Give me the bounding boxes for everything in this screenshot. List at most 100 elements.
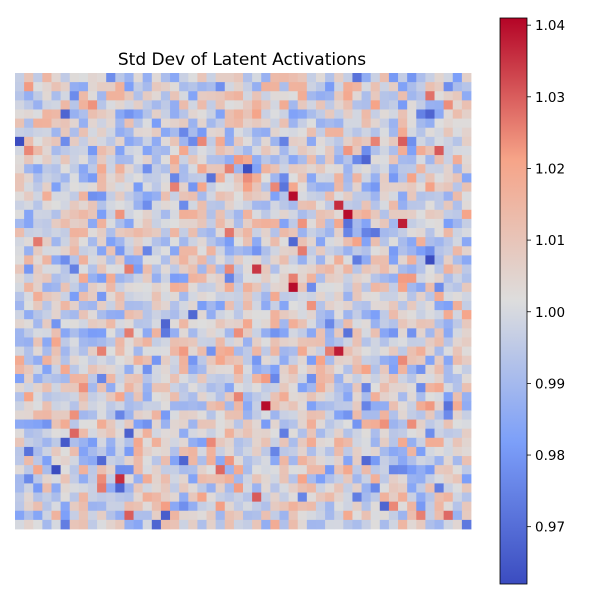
heatmap-cell xyxy=(106,192,116,202)
heatmap-cell xyxy=(134,301,144,311)
heatmap-cell xyxy=(207,100,217,110)
heatmap-cell xyxy=(261,109,271,119)
heatmap-cell xyxy=(362,192,372,202)
heatmap-cell xyxy=(179,201,189,211)
heatmap-cell xyxy=(106,210,116,220)
heatmap-cell xyxy=(70,119,80,129)
heatmap-cell xyxy=(279,520,289,530)
heatmap-cell xyxy=(334,511,344,521)
heatmap-cell xyxy=(325,301,335,311)
heatmap-cell xyxy=(289,483,299,493)
heatmap-cell xyxy=(243,100,253,110)
heatmap-cell xyxy=(298,100,308,110)
heatmap-cell xyxy=(115,337,125,347)
heatmap-cell xyxy=(298,438,308,448)
heatmap-cell xyxy=(42,301,52,311)
heatmap-cell xyxy=(106,228,116,238)
heatmap-cell xyxy=(234,374,244,384)
heatmap-cell xyxy=(316,201,326,211)
heatmap-cell xyxy=(325,465,335,475)
heatmap-cell xyxy=(252,246,262,256)
heatmap-cell xyxy=(106,109,116,119)
heatmap-cell xyxy=(252,420,262,430)
heatmap-cell xyxy=(42,438,52,448)
heatmap-cell xyxy=(115,128,125,138)
heatmap-cell xyxy=(15,219,25,229)
heatmap-cell xyxy=(88,228,98,238)
heatmap-cell xyxy=(425,502,435,512)
heatmap-cell xyxy=(170,410,180,420)
heatmap-cell xyxy=(42,137,52,147)
heatmap-cell xyxy=(70,292,80,302)
heatmap-cell xyxy=(24,219,34,229)
heatmap-cell xyxy=(352,365,362,375)
heatmap-cell xyxy=(79,237,89,247)
heatmap-cell xyxy=(462,493,472,503)
heatmap-cell xyxy=(161,365,171,375)
heatmap-cell xyxy=(252,255,262,265)
heatmap-cell xyxy=(398,192,408,202)
heatmap-cell xyxy=(261,265,271,275)
heatmap-cell xyxy=(24,447,34,457)
heatmap-cell xyxy=(380,173,390,183)
heatmap-cell xyxy=(152,410,162,420)
heatmap-cell xyxy=(61,337,71,347)
heatmap-cell xyxy=(307,347,317,357)
heatmap-cell xyxy=(207,146,217,156)
heatmap-cell xyxy=(444,429,454,439)
heatmap-cell xyxy=(270,73,280,83)
heatmap-cell xyxy=(298,465,308,475)
heatmap-cell xyxy=(279,246,289,256)
heatmap-cell xyxy=(170,465,180,475)
heatmap-cell xyxy=(252,119,262,129)
heatmap-cell xyxy=(143,310,153,320)
heatmap-cell xyxy=(24,246,34,256)
heatmap-cell xyxy=(243,128,253,138)
heatmap-cell xyxy=(416,246,426,256)
heatmap-cell xyxy=(352,155,362,165)
heatmap-cell xyxy=(425,429,435,439)
heatmap-cell xyxy=(179,347,189,357)
heatmap-cell xyxy=(462,82,472,92)
heatmap-cell xyxy=(216,146,226,156)
heatmap-cell xyxy=(197,356,207,366)
heatmap-cell xyxy=(416,109,426,119)
heatmap-cell xyxy=(106,401,116,411)
heatmap-cell xyxy=(352,192,362,202)
heatmap-cell xyxy=(252,137,262,147)
heatmap-cell xyxy=(435,310,445,320)
heatmap-cell xyxy=(444,420,454,430)
heatmap-cell xyxy=(197,255,207,265)
heatmap-cell xyxy=(279,328,289,338)
heatmap-cell xyxy=(124,155,134,165)
heatmap-cell xyxy=(453,392,463,402)
colorbar-ticks: 0.970.980.991.001.011.021.031.04 xyxy=(527,18,565,536)
heatmap-cell xyxy=(161,520,171,530)
heatmap-cell xyxy=(134,228,144,238)
heatmap-cell xyxy=(343,228,353,238)
heatmap-cell xyxy=(33,420,43,430)
heatmap-cell xyxy=(115,502,125,512)
heatmap-cell xyxy=(170,246,180,256)
heatmap-cell xyxy=(407,356,417,366)
heatmap-cell xyxy=(225,283,235,293)
heatmap-cell xyxy=(453,228,463,238)
heatmap-cell xyxy=(179,511,189,521)
heatmap-cell xyxy=(298,246,308,256)
heatmap-cell xyxy=(407,493,417,503)
heatmap-cell xyxy=(79,328,89,338)
heatmap-cell xyxy=(425,283,435,293)
heatmap-cell xyxy=(134,73,144,83)
heatmap-cell xyxy=(207,502,217,512)
heatmap-cell xyxy=(343,347,353,357)
heatmap-cell xyxy=(334,128,344,138)
heatmap-cell xyxy=(15,401,25,411)
heatmap-cell xyxy=(42,201,52,211)
heatmap-cell xyxy=(435,164,445,174)
heatmap-cell xyxy=(188,137,198,147)
heatmap-cell xyxy=(453,201,463,211)
heatmap-cell xyxy=(416,82,426,92)
heatmap-cell xyxy=(279,310,289,320)
heatmap-cell xyxy=(134,319,144,329)
heatmap-cell xyxy=(316,283,326,293)
